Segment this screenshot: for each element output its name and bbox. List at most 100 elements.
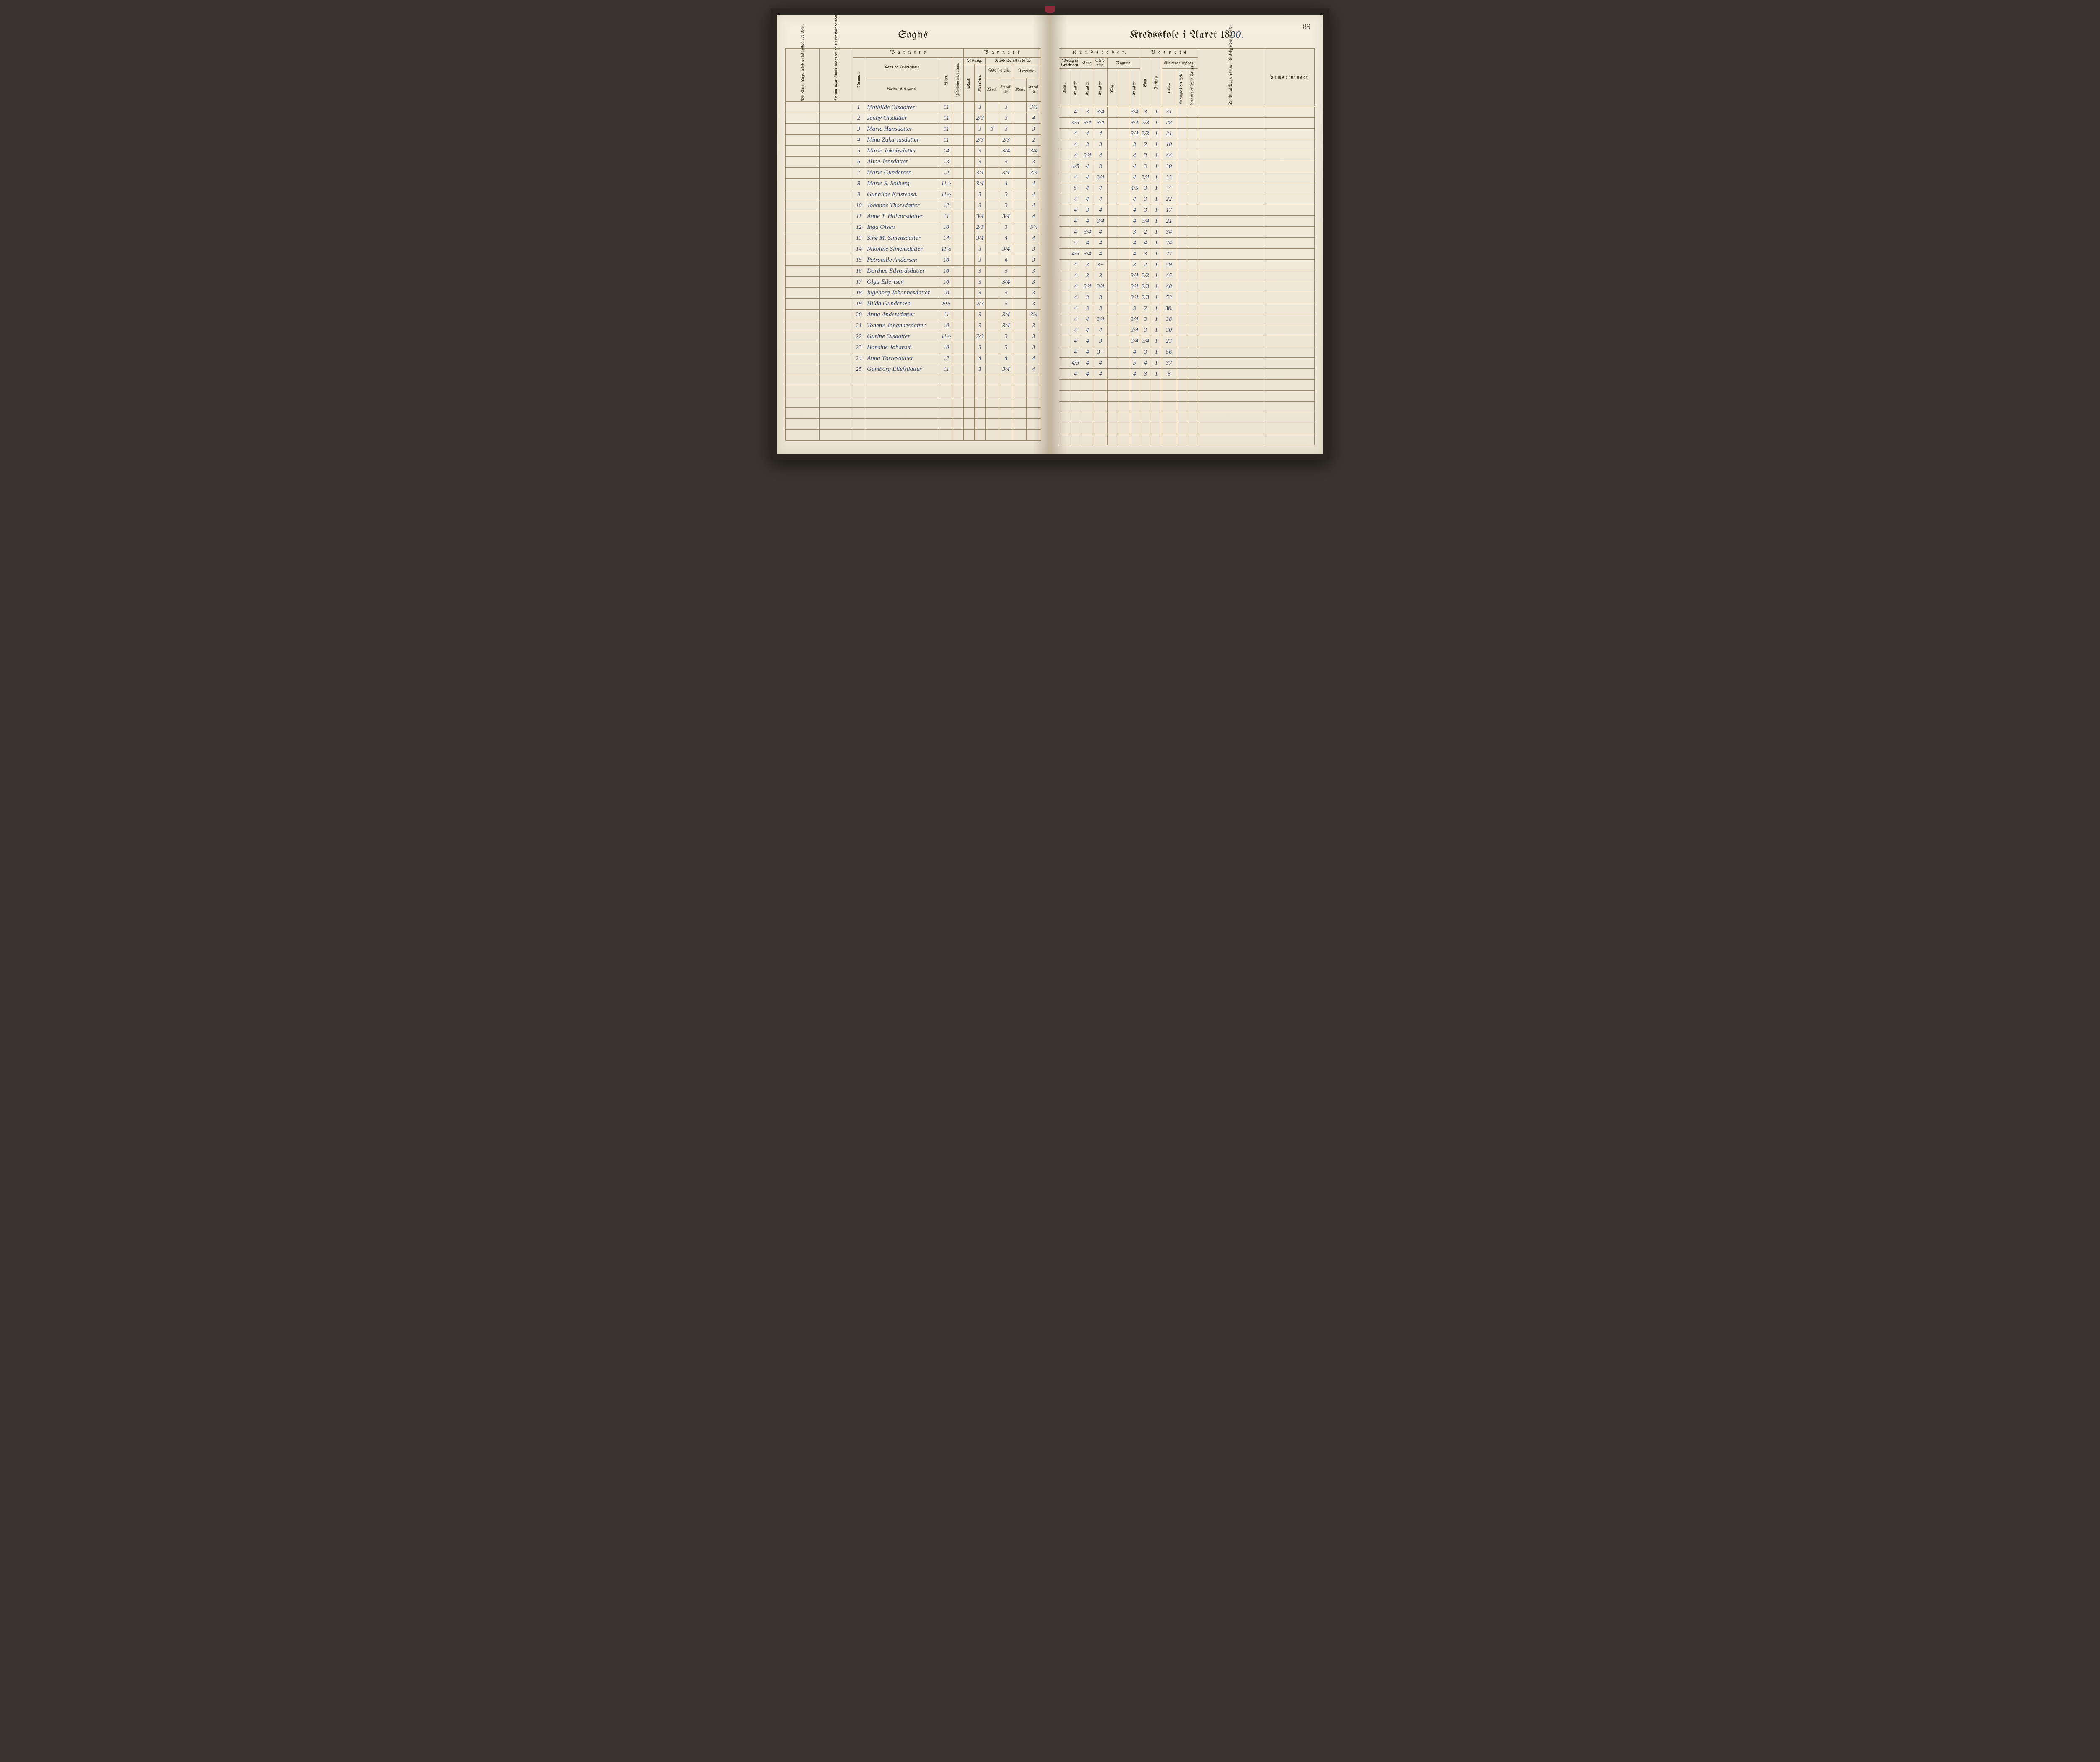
remarks: [1264, 260, 1315, 270]
cell: [1107, 281, 1118, 292]
cell: 3: [999, 157, 1013, 168]
cell: [819, 168, 853, 179]
cell: [1198, 216, 1264, 227]
cell: [953, 299, 963, 310]
cell: 3/4: [999, 277, 1013, 288]
cell: [963, 189, 974, 200]
table-row: 24Anna Tørresdatter12444: [786, 353, 1041, 364]
cell: [963, 353, 974, 364]
cell: [963, 157, 974, 168]
cell: [786, 310, 820, 320]
cell: 3: [1094, 139, 1107, 150]
remarks: [1264, 347, 1315, 358]
right-ledger-table: K u n d s k a b e r. B a r n e t s Det A…: [1059, 48, 1315, 445]
cell: [1176, 118, 1187, 129]
cell: 1: [1151, 139, 1162, 150]
cell: [1107, 347, 1118, 358]
navn-sub: (Anføres afdelingsvis).: [864, 78, 940, 102]
cell: 4: [1094, 129, 1107, 139]
cell: [1176, 281, 1187, 292]
col-datum: Datum, naar Skolen begynder og slutter h…: [819, 49, 853, 102]
cell: 3: [1094, 161, 1107, 172]
cell: [1198, 281, 1264, 292]
cell: 3: [974, 266, 985, 277]
col-antal-dage-r: Det Antal Dage, Skolen i Virkeligheden e…: [1198, 49, 1264, 107]
cell: [1118, 303, 1129, 314]
cell: [786, 288, 820, 299]
cell: 4: [1081, 161, 1094, 172]
cell: [963, 266, 974, 277]
attendance: 10: [1162, 139, 1176, 150]
cell: [953, 179, 963, 189]
cell: 4: [1081, 336, 1094, 347]
cell: 3/4: [999, 244, 1013, 255]
bookmark-ribbon: [1045, 6, 1055, 14]
cell: [1176, 238, 1187, 249]
attendance: 21: [1162, 216, 1176, 227]
table-row: 19Hilda Gundersen8½2/333: [786, 299, 1041, 310]
cell: [1118, 227, 1129, 238]
cell: [786, 189, 820, 200]
cell: 1: [1151, 336, 1162, 347]
right-table-body: 433/43/431314/53/43/43/42/31284443/42/31…: [1059, 107, 1315, 445]
cell: 4: [1026, 364, 1041, 375]
attendance: 21: [1162, 129, 1176, 139]
col-laes-maal: Maal.: [963, 64, 974, 102]
cell: [1198, 129, 1264, 139]
cell: [1187, 260, 1198, 270]
cell: [953, 189, 963, 200]
col-antal-dage: Det Antal Dage, Skolen skal holdes i Kre…: [786, 49, 820, 102]
cell: [1118, 325, 1129, 336]
cell: [985, 320, 999, 331]
cell: 1: [1151, 325, 1162, 336]
row-number: 16: [853, 266, 864, 277]
cell: 3/4: [999, 211, 1013, 222]
cell: 2/3: [974, 299, 985, 310]
table-row: 443/443/4121: [1059, 216, 1315, 227]
cell: 3: [974, 200, 985, 211]
cell: [1013, 113, 1026, 124]
age: 11: [940, 135, 953, 146]
table-row: [1059, 423, 1315, 434]
student-name: Jenny Olsdatter: [864, 113, 940, 124]
cell: [1059, 292, 1070, 303]
cell: [1118, 281, 1129, 292]
table-row: 4444318: [1059, 369, 1315, 380]
cell: [1187, 216, 1198, 227]
cell: [1013, 299, 1026, 310]
cell: [953, 244, 963, 255]
cell: [819, 113, 853, 124]
cell: 3/4: [1026, 102, 1041, 113]
table-row: 4Mina Zakariasdatter112/32/32: [786, 135, 1041, 146]
cell: [1198, 358, 1264, 369]
cell: 3: [1140, 369, 1151, 380]
cell: [953, 364, 963, 375]
cell: 3/4: [974, 179, 985, 189]
cell: [819, 288, 853, 299]
cell: [819, 342, 853, 353]
cell: 3: [1094, 270, 1107, 281]
col-sang-kar: Karakter.: [1081, 69, 1094, 107]
cell: [1059, 129, 1070, 139]
cell: 3: [974, 157, 985, 168]
cell: [1118, 249, 1129, 260]
cell: 3: [1129, 227, 1140, 238]
cell: 4: [1070, 270, 1081, 281]
cell: 3: [974, 124, 985, 135]
cell: [1176, 150, 1187, 161]
cell: 3: [1026, 299, 1041, 310]
table-row: 443/43/43138: [1059, 314, 1315, 325]
table-row: 5444/5317: [1059, 183, 1315, 194]
student-name: Marie Gundersen: [864, 168, 940, 179]
cell: 3: [1081, 292, 1094, 303]
student-name: Tonette Johannesdatter: [864, 320, 940, 331]
cell: [1198, 183, 1264, 194]
attendance: 56: [1162, 347, 1176, 358]
student-name: Olga Eilertsen: [864, 277, 940, 288]
table-row: 43/43/43/42/3148: [1059, 281, 1315, 292]
cell: 3: [1094, 336, 1107, 347]
cell: 4/5: [1070, 249, 1081, 260]
cell: 3/4: [1094, 281, 1107, 292]
cell: [1176, 325, 1187, 336]
cell: [1187, 227, 1198, 238]
